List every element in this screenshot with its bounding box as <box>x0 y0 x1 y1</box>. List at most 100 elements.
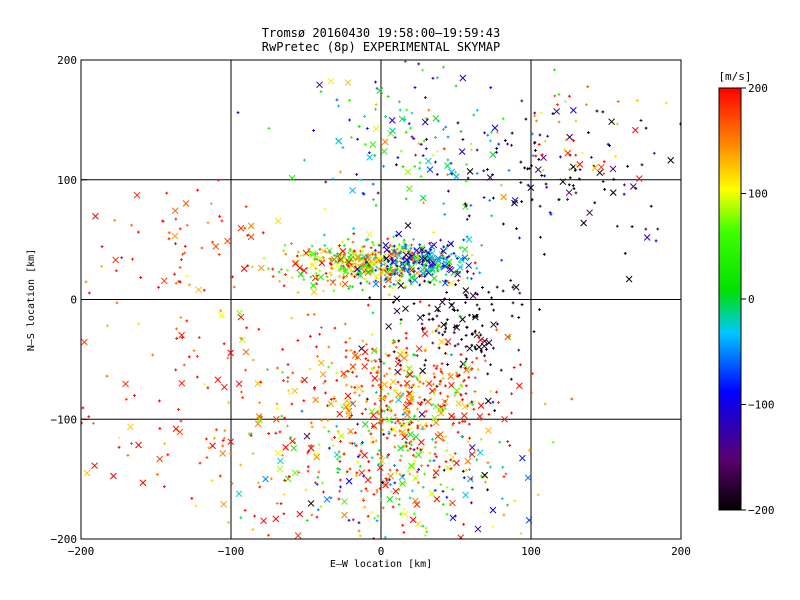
point-plus-293 <box>266 267 270 271</box>
point-plus-709 <box>399 318 403 322</box>
point-plus-654 <box>474 347 477 351</box>
point-plus-351 <box>338 244 341 247</box>
point-plus-1348 <box>381 506 385 510</box>
point-plus-1759 <box>180 336 184 340</box>
point-plus-681 <box>391 300 395 304</box>
point-x-1224 <box>411 497 419 505</box>
point-x-1176 <box>395 396 402 404</box>
point-plus-1886 <box>213 436 216 440</box>
point-plus-365 <box>385 275 389 279</box>
point-plus-1882 <box>318 332 321 336</box>
point-plus-675 <box>491 346 495 350</box>
point-plus-1154 <box>305 519 309 522</box>
point-x-614 <box>461 254 469 262</box>
point-x-1923 <box>240 265 248 273</box>
point-plus-1438 <box>410 111 414 115</box>
point-plus-1909 <box>178 266 182 269</box>
point-x-702 <box>393 307 401 315</box>
point-plus-714 <box>423 398 426 402</box>
point-plus-1565 <box>531 154 535 158</box>
point-plus-1148 <box>484 480 487 484</box>
point-plus-618 <box>419 248 423 252</box>
point-plus-1693 <box>378 358 382 361</box>
point-plus-1989 <box>564 100 567 103</box>
point-plus-1345 <box>498 440 502 444</box>
point-plus-163 <box>396 247 399 251</box>
point-x-993 <box>398 348 406 356</box>
point-plus-1800 <box>302 399 306 403</box>
point-plus-330 <box>389 252 393 256</box>
point-plus-1943 <box>261 231 265 235</box>
point-plus-1738 <box>296 291 300 294</box>
point-plus-1662 <box>510 143 513 147</box>
point-plus-1888 <box>329 397 333 401</box>
point-plus-730 <box>443 330 447 334</box>
point-plus-803 <box>437 324 441 328</box>
point-plus-62 <box>350 262 354 265</box>
point-plus-1025 <box>510 411 513 415</box>
point-plus-1352 <box>470 400 474 404</box>
point-plus-678 <box>435 384 439 388</box>
point-plus-601 <box>395 259 399 263</box>
point-plus-1400 <box>432 459 436 463</box>
point-plus-549 <box>445 246 448 250</box>
point-plus-1792 <box>81 406 85 410</box>
point-plus-1101 <box>360 384 364 388</box>
point-x-1401 <box>432 469 440 476</box>
point-plus-1973 <box>537 143 541 146</box>
point-plus-1663 <box>533 140 537 144</box>
point-plus-1904 <box>246 234 250 237</box>
point-plus-1178 <box>393 481 397 485</box>
point-x-1237 <box>474 525 482 533</box>
point-plus-367 <box>458 260 462 264</box>
point-x-911 <box>501 415 508 423</box>
point-plus-837 <box>408 441 411 445</box>
point-plus-45 <box>362 245 366 248</box>
point-plus-1763 <box>470 477 474 481</box>
point-x-1107 <box>421 330 429 338</box>
point-x-606 <box>403 256 411 264</box>
point-x-596 <box>428 242 436 250</box>
point-x-583 <box>465 262 473 269</box>
point-plus-862 <box>383 374 386 378</box>
point-plus-1818 <box>286 376 290 379</box>
point-plus-1197 <box>394 471 398 475</box>
point-plus-1460 <box>384 115 388 119</box>
point-plus-1493 <box>482 169 486 173</box>
point-x-1550 <box>380 147 388 155</box>
point-x-666 <box>419 367 427 375</box>
point-plus-1657 <box>559 155 562 159</box>
point-plus-543 <box>393 272 397 276</box>
point-x-1379 <box>432 402 440 410</box>
point-plus-356 <box>353 275 356 279</box>
point-plus-1641 <box>622 192 626 196</box>
point-plus-881 <box>405 346 409 350</box>
point-plus-204 <box>285 268 289 272</box>
point-plus-218 <box>337 258 341 262</box>
point-plus-1434 <box>414 153 417 157</box>
point-plus-1286 <box>420 401 424 404</box>
point-plus-1786 <box>283 478 287 482</box>
point-x-1138 <box>399 480 407 487</box>
point-plus-609 <box>356 273 360 276</box>
point-plus-1055 <box>448 372 452 376</box>
point-plus-1473 <box>424 96 427 99</box>
point-x-1659 <box>527 184 535 192</box>
point-plus-1853 <box>395 357 399 360</box>
point-plus-1190 <box>461 469 465 473</box>
point-x-1479 <box>540 154 547 162</box>
point-x-1415 <box>372 125 380 133</box>
point-plus-1728 <box>348 467 352 471</box>
point-plus-1582 <box>495 147 499 150</box>
point-plus-717 <box>490 302 494 306</box>
point-x-817 <box>371 375 379 382</box>
point-x-1076 <box>301 376 308 384</box>
point-plus-1463 <box>374 80 377 84</box>
point-plus-1277 <box>502 475 506 479</box>
point-plus-756 <box>444 322 448 326</box>
point-x-1541 <box>457 255 465 263</box>
point-plus-1776 <box>179 316 183 319</box>
point-plus-1890 <box>357 529 361 533</box>
chart-subtitle: RwPretec (8p) EXPERIMENTAL SKYMAP <box>262 40 500 54</box>
point-plus-1230 <box>315 482 319 486</box>
